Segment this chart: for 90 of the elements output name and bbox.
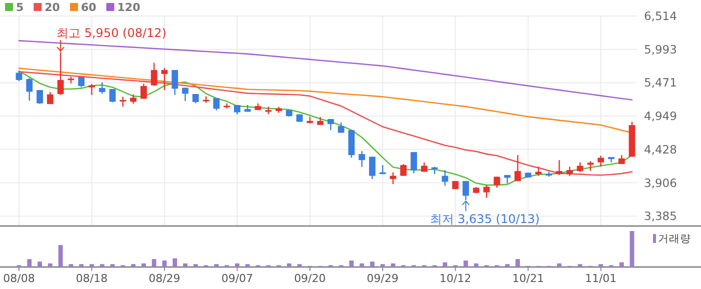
candlestick — [16, 70, 22, 82]
candlestick — [88, 83, 95, 96]
legend-label: 60 — [80, 1, 97, 14]
legend-label: 거래량 — [658, 233, 691, 245]
y-tick-label: 6,514 — [644, 9, 677, 23]
x-tick-label: 10/21 — [512, 272, 544, 285]
candlestick — [109, 88, 116, 103]
annotation: 최저 3,635 (10/13) — [430, 212, 540, 226]
bar — [286, 263, 292, 267]
candlestick — [234, 104, 240, 115]
candlestick — [358, 150, 366, 168]
bar — [234, 263, 240, 267]
bar — [464, 260, 468, 267]
candlestick — [26, 77, 33, 102]
x-tick-label: 08/18 — [76, 272, 108, 285]
bar — [79, 264, 84, 267]
candlestick — [213, 97, 220, 111]
x-tick-label: 09/07 — [221, 272, 254, 285]
candlestick — [556, 159, 562, 176]
candlestick — [338, 122, 344, 134]
candlestick — [192, 93, 199, 104]
candlestick — [598, 155, 604, 168]
line-series — [18, 40, 633, 100]
bar — [245, 264, 250, 267]
x-tick-label: 09/29 — [366, 272, 398, 285]
x-tick-label: 11/01 — [584, 272, 617, 285]
bar — [297, 264, 302, 267]
x-tick-label: 09/20 — [294, 272, 326, 285]
bar — [48, 263, 52, 267]
candlestick — [78, 76, 85, 88]
candlestick — [327, 118, 334, 131]
bar — [193, 264, 198, 267]
bar — [557, 263, 562, 267]
bar — [90, 264, 94, 267]
bar — [214, 264, 219, 267]
candlestick — [421, 162, 428, 172]
bar — [100, 264, 104, 267]
annotation: 최고 5,950 (08/12) — [56, 26, 166, 40]
bar — [27, 259, 32, 267]
bar — [162, 260, 167, 267]
candlestick — [400, 163, 407, 176]
y-tick-label: 5,471 — [644, 76, 677, 90]
candlestick — [514, 154, 521, 182]
bar — [58, 245, 63, 267]
candlestick — [410, 151, 418, 174]
candlestick — [98, 82, 106, 94]
y-tick-label: 3,906 — [644, 176, 677, 190]
legend-label: 20 — [44, 1, 60, 14]
candlestick — [576, 162, 584, 173]
candlestick — [182, 87, 188, 102]
candlestick — [130, 94, 136, 104]
candlestick — [483, 184, 490, 198]
bar — [505, 264, 510, 267]
bar — [380, 264, 385, 267]
bar — [183, 263, 188, 267]
candlestick — [161, 67, 168, 91]
bar — [578, 264, 582, 267]
bar — [141, 263, 146, 267]
bar — [474, 263, 478, 267]
bar — [630, 231, 634, 267]
x-tick-label: 08/08 — [3, 272, 35, 285]
candlestick — [462, 180, 469, 201]
bar — [172, 258, 178, 267]
bar — [38, 262, 42, 267]
x-tick-label: 10/12 — [440, 272, 472, 285]
legend-label: 5 — [16, 1, 24, 14]
candlestick — [140, 83, 147, 100]
candlestick — [46, 91, 54, 105]
candlestick — [369, 156, 376, 180]
bar — [598, 264, 604, 267]
x-tick-label: 08/29 — [148, 272, 180, 285]
bar — [349, 260, 354, 267]
bar — [619, 262, 624, 267]
legend-label: 120 — [117, 1, 141, 14]
candlestick — [36, 89, 43, 104]
candlestick — [566, 166, 573, 177]
y-tick-label: 4,428 — [644, 142, 677, 156]
bar — [110, 264, 115, 267]
candlestick — [172, 69, 178, 96]
bar — [131, 264, 136, 267]
bar — [68, 264, 74, 267]
y-tick-label: 4,949 — [644, 109, 677, 124]
y-tick-label: 3,385 — [644, 209, 677, 224]
y-tick-label: 5,993 — [644, 42, 677, 56]
bar — [370, 262, 374, 267]
candlestick — [120, 96, 126, 108]
bar — [516, 259, 520, 267]
bar — [152, 259, 156, 267]
bar — [360, 263, 364, 267]
candlestick — [150, 62, 158, 87]
